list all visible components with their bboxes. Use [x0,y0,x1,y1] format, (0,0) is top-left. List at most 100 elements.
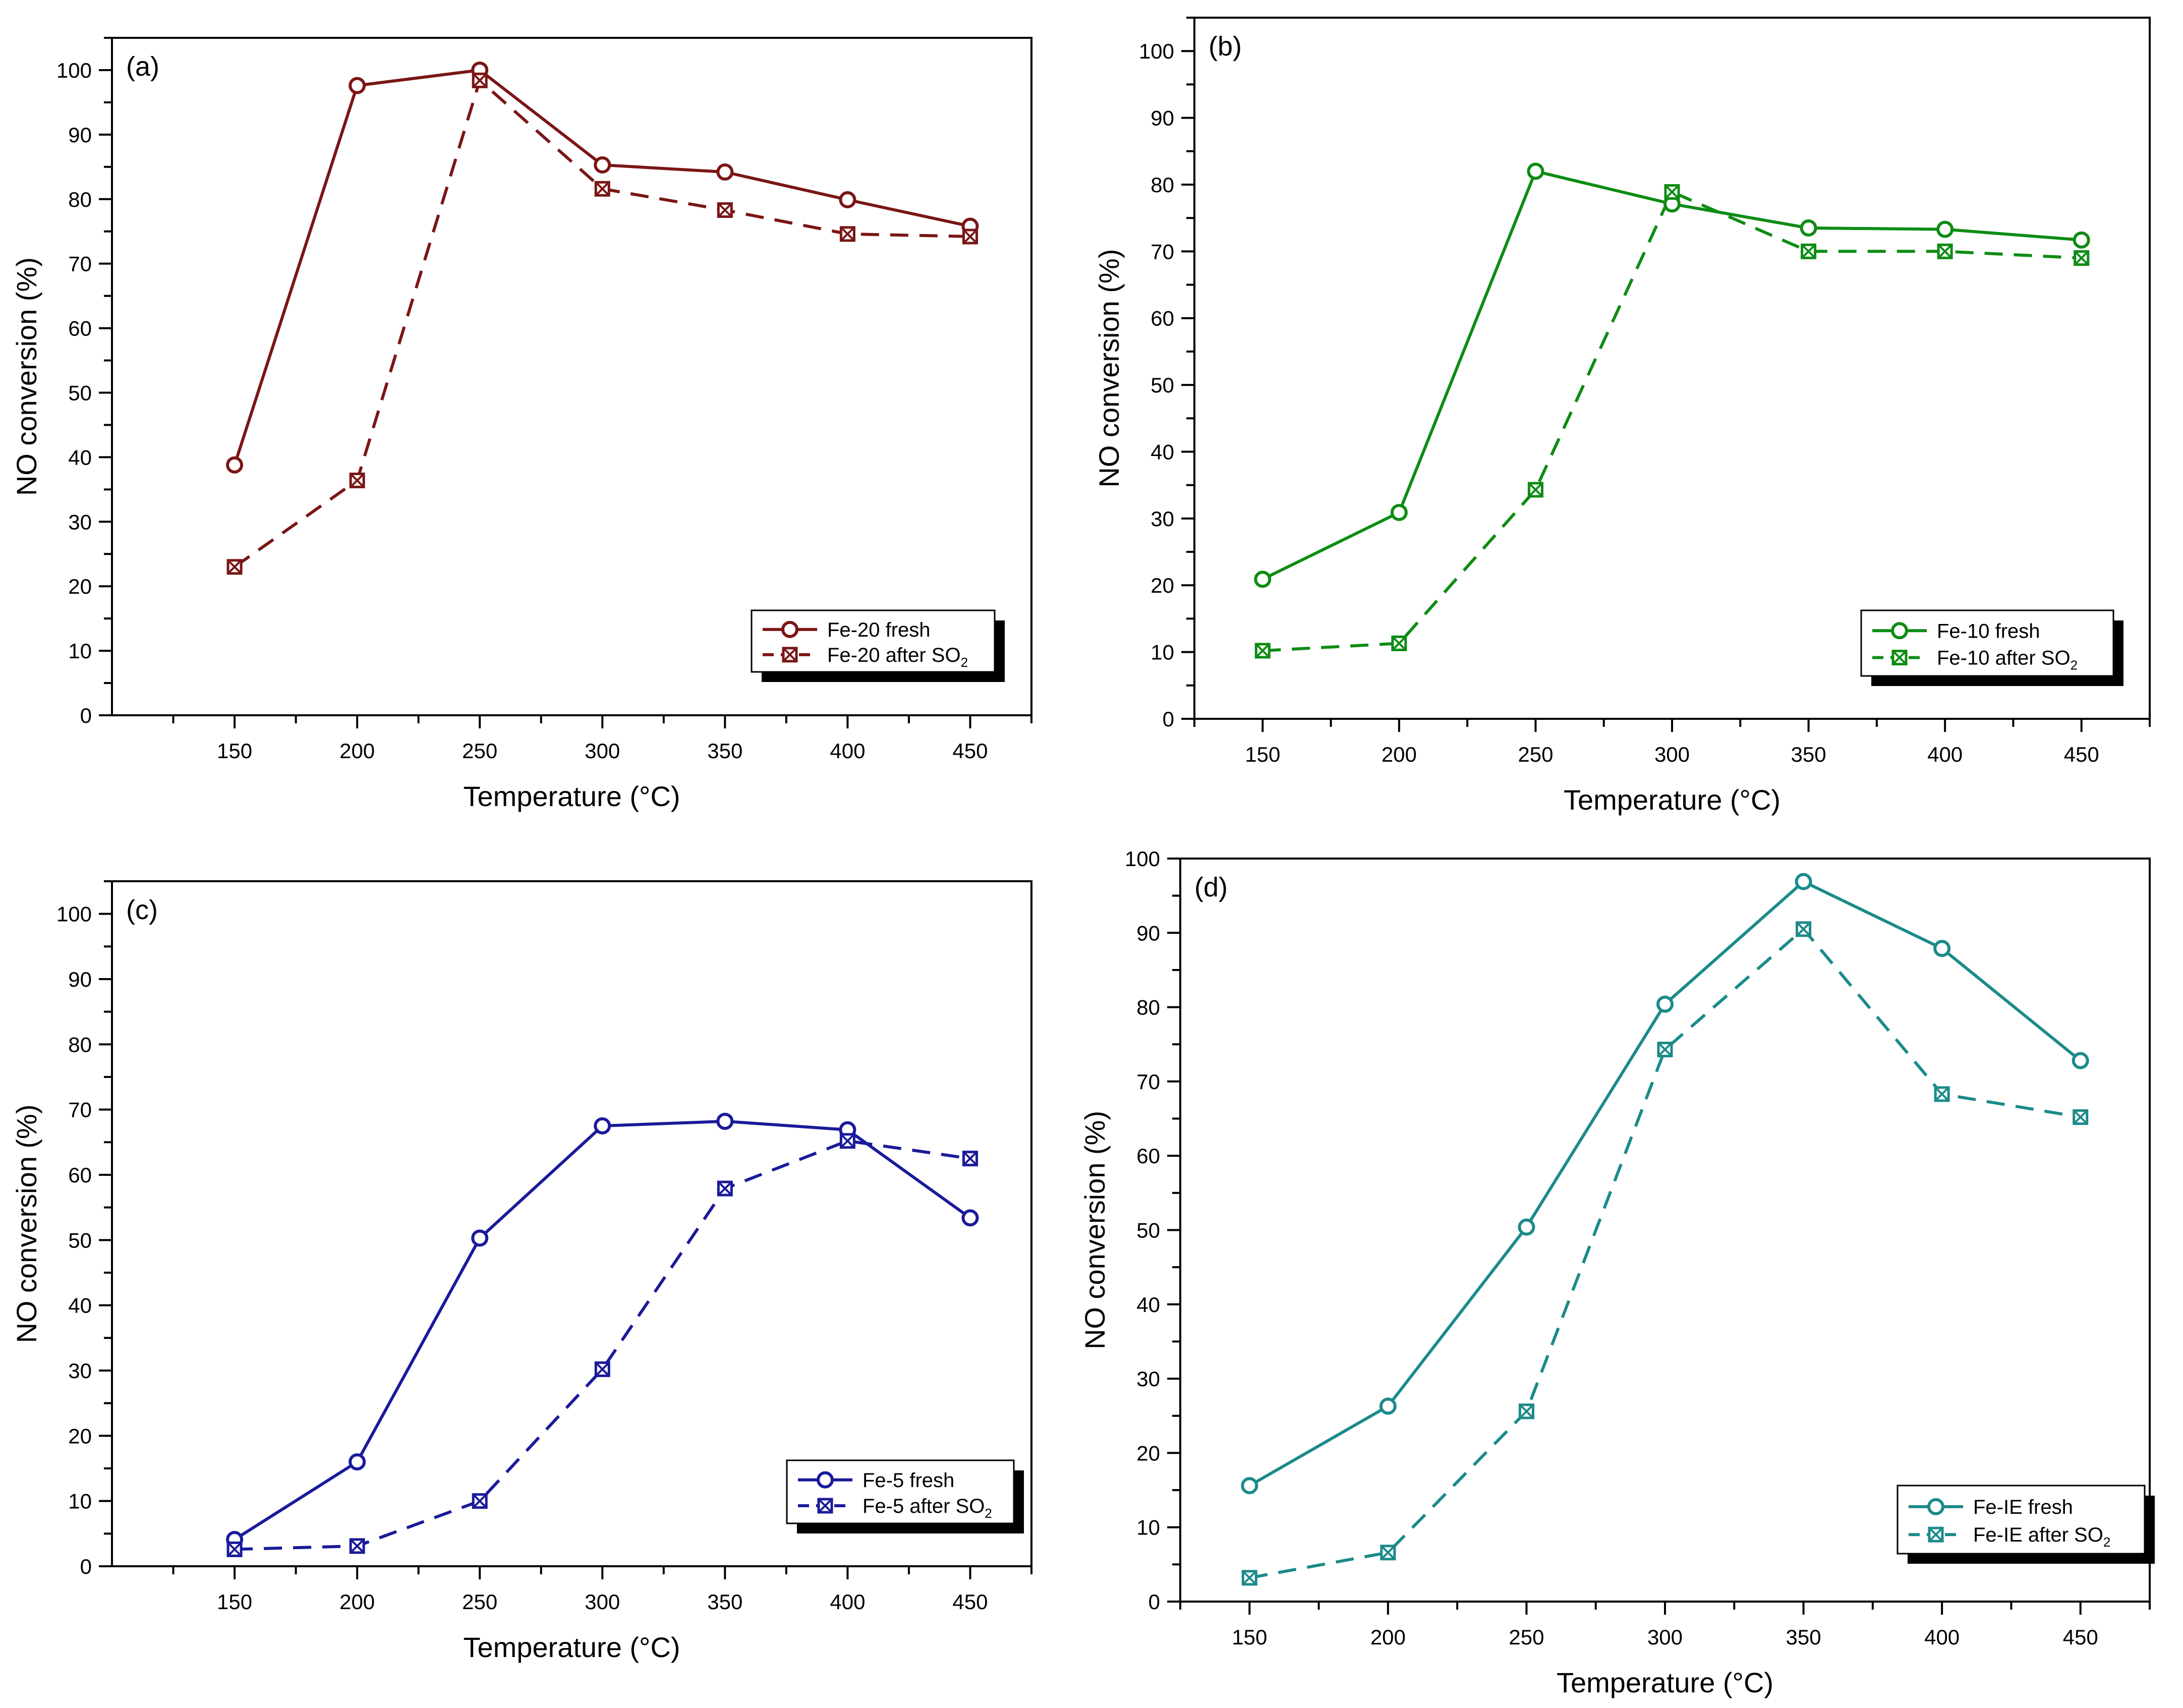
data-point [349,472,365,488]
plot-frame [111,880,1032,1567]
chart-panel-1: 150 200 250 300 350 400 450 0 10 20 30 40 50 60 70 80 90… [1093,17,2151,816]
y-tick-label: 100 [56,902,92,926]
y-tick-label: 10 [1151,641,1174,664]
data-point [1241,1570,1257,1586]
data-point [2073,1109,2089,1125]
y-tick-label: 20 [1136,1441,1160,1465]
data-point [1656,995,1674,1013]
legend: Fe-10 fresh Fe-10 after SO2 [1860,609,2123,686]
x-tick-label: 250 [1509,1625,1544,1649]
data-point [472,1493,488,1509]
data-point [349,77,366,94]
legend-entry: Fe-10 fresh [1937,620,2040,642]
x-tick-label: 300 [1654,743,1690,766]
x-tick-label: 250 [462,739,497,763]
data-point [961,1209,979,1227]
legend-entry: Fe-5 fresh [863,1469,954,1492]
legend-entry: Fe-5 after SO2 [863,1495,992,1521]
x-tick-label: 150 [217,739,252,763]
x-tick-label: 400 [1927,743,1963,766]
data-point [1800,219,1817,237]
data-point [594,156,611,174]
data-point [716,1112,734,1130]
y-tick-label: 40 [1151,440,1174,464]
series-line-after-so2 [1262,190,2082,652]
y-tick-label: 0 [1148,1590,1160,1614]
y-tick-label: 50 [68,381,92,405]
data-point [1241,1477,1258,1495]
series-line-after-so2 [234,79,970,568]
x-tick-label: 150 [1245,743,1280,766]
y-tick-label: 0 [80,704,92,727]
data-point [1518,1403,1534,1419]
data-point [962,1151,978,1167]
y-tick-label: 100 [56,59,92,82]
data-point [1380,1545,1396,1561]
data-point [2074,250,2090,266]
y-tick-label: 80 [1136,996,1160,1019]
y-tick-label: 40 [1136,1293,1160,1317]
x-tick-label: 150 [217,1590,252,1614]
y-tick-label: 80 [68,188,92,211]
x-axis-label: Temperature (°C) [1564,784,1780,816]
legend-marker [817,1471,834,1489]
y-tick-label: 30 [1151,507,1174,531]
chart-panel-2: 150 200 250 300 350 400 450 0 10 20 30 40 50 60 70 80 90… [11,880,1032,1663]
data-point [962,229,978,245]
chart-panel-0: 150 200 250 300 350 400 450 0 10 20 30 40 50 60 70 80 90… [11,37,1032,812]
legend-entry: Fe-20 fresh [827,619,931,641]
legend-marker [781,620,798,638]
legend: Fe-20 fresh Fe-20 after SO2 [751,609,1005,682]
x-axis-label: Temperature (°C) [463,1631,680,1663]
y-tick-label: 70 [1151,240,1174,263]
data-point [1379,1397,1397,1415]
data-point [1934,1086,1950,1102]
data-point [1390,503,1408,521]
x-tick-label: 250 [462,1590,497,1614]
data-point [472,72,488,88]
x-tick-label: 300 [1647,1625,1683,1649]
x-tick-label: 300 [585,1590,620,1614]
panel-label: (a) [126,51,159,82]
y-tick-label: 60 [68,1163,92,1187]
chart-panel-3: 150 200 250 300 350 400 450 0 10 20 30 40 50 60 70 80 90… [1079,847,2155,1698]
data-point [1936,220,1954,238]
data-point [717,1180,733,1197]
y-tick-label: 30 [68,1359,92,1383]
y-tick-label: 10 [68,639,92,663]
x-tick-label: 350 [1786,1625,1821,1649]
x-tick-label: 350 [707,739,742,763]
data-point [1795,873,1812,890]
x-tick-label: 400 [830,1590,865,1614]
data-point [1391,635,1407,651]
x-axis-label: Temperature (°C) [1557,1667,1773,1698]
x-tick-label: 450 [952,1590,988,1614]
y-tick-label: 0 [1163,707,1174,731]
y-tick-label: 60 [1151,307,1174,330]
y-tick-label: 90 [1136,921,1160,945]
y-tick-label: 10 [68,1490,92,1513]
panel-label: (b) [1209,31,1242,62]
x-tick-label: 200 [339,1590,375,1614]
legend-entry: Fe-10 after SO2 [1937,647,2078,673]
legend-entry: Fe-IE fresh [1973,1496,2073,1518]
data-point [839,1133,855,1149]
x-tick-label: 200 [1382,743,1417,766]
data-point [471,1229,489,1247]
y-tick-label: 0 [80,1555,92,1578]
y-tick-label: 40 [68,445,92,469]
y-tick-label: 20 [68,1424,92,1448]
y-tick-label: 10 [1136,1516,1160,1540]
x-tick-label: 250 [1518,743,1553,766]
data-point [1254,643,1271,659]
y-axis-label: NO conversion (%) [1079,1111,1111,1349]
data-point [1796,921,1812,937]
x-tick-label: 400 [1924,1625,1960,1649]
y-tick-label: 70 [68,1098,92,1122]
x-tick-label: 350 [707,1590,742,1614]
y-tick-label: 90 [1151,106,1174,130]
x-axis-label: Temperature (°C) [463,780,680,812]
y-tick-label: 80 [68,1033,92,1056]
y-tick-label: 50 [68,1228,92,1252]
